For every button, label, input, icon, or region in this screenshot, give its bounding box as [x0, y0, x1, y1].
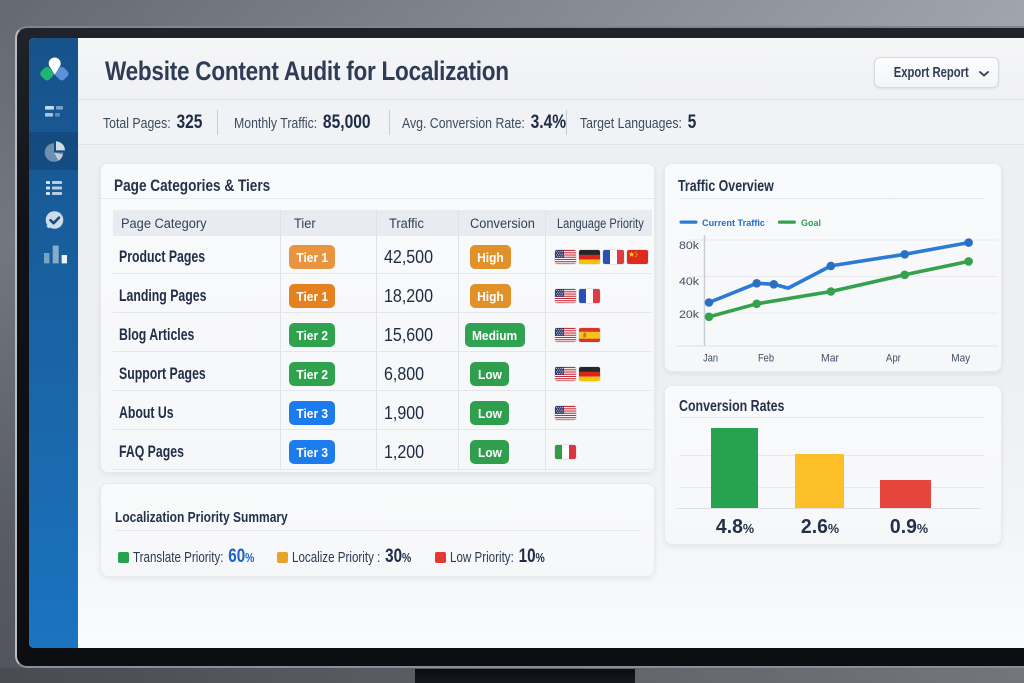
svg-text:Mar: Mar — [821, 353, 839, 365]
svg-text:Apr: Apr — [886, 353, 901, 365]
svg-text:Current Traffic: Current Traffic — [702, 218, 765, 229]
svg-text:May: May — [951, 353, 970, 365]
svg-text:Goal: Goal — [801, 218, 821, 229]
svg-text:40k: 40k — [679, 276, 700, 288]
svg-text:80k: 80k — [679, 240, 700, 252]
svg-text:Jan: Jan — [703, 353, 718, 365]
svg-text:20k: 20k — [679, 309, 700, 321]
svg-text:Feb: Feb — [758, 353, 774, 365]
